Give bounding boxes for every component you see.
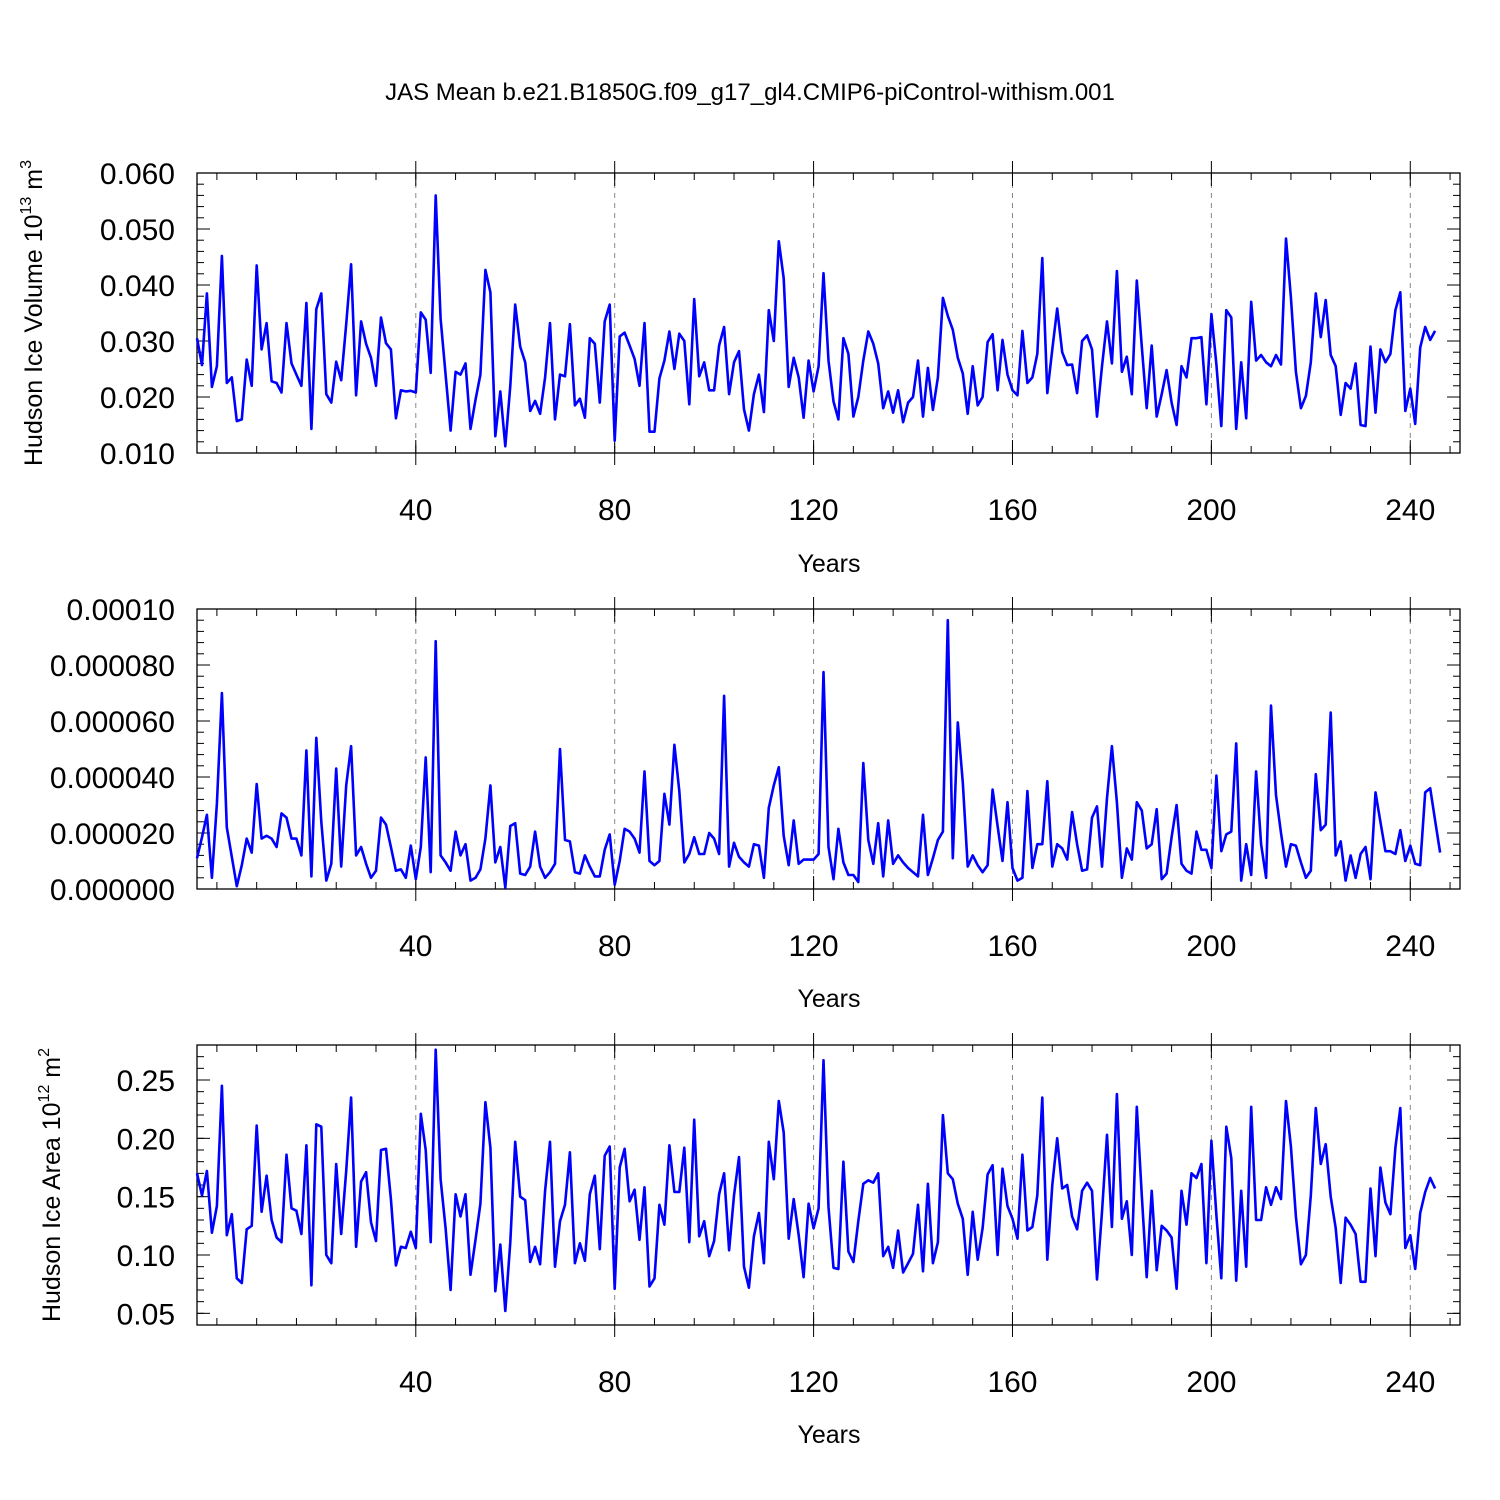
tick-marks (197, 1033, 1460, 1337)
x-tick-label: 240 (1385, 494, 1435, 527)
data-series (195, 618, 1442, 889)
x-tick-labels: 40 80 120 160 200 240 (399, 930, 1435, 963)
x-tick-label: 80 (598, 930, 631, 963)
y-axis-label-unit-exponent: 2 (36, 1048, 53, 1057)
y-tick-label: 0.020 (100, 382, 175, 415)
x-tick-labels: 40 80 120 160 200 240 (399, 494, 1435, 527)
y-axis-label-unit-exponent: 3 (18, 160, 35, 169)
x-tick-label: 200 (1186, 930, 1236, 963)
x-tick-label: 160 (987, 930, 1037, 963)
y-tick-label: 0.20 (117, 1123, 175, 1156)
y-tick-label: 0.000040 (50, 762, 175, 795)
plot-frame (196, 172, 1461, 454)
x-tick-label: 120 (789, 494, 839, 527)
y-tick-labels: 0.000000 0.000020 0.000040 0.000060 0.000080… (50, 594, 175, 907)
y-tick-label: 0.25 (117, 1065, 175, 1098)
y-tick-label: 0.000000 (50, 874, 175, 907)
y-tick-label: 0.05 (117, 1298, 175, 1331)
data-series (195, 194, 1437, 448)
y-tick-label: 0.040 (100, 270, 175, 303)
y-tick-label: 0.050 (100, 214, 175, 247)
y-axis-label-unit: m (38, 1057, 66, 1085)
figure-title: JAS Mean b.e21.B1850G.f09_g17_gl4.CMIP6-… (385, 79, 1115, 106)
y-axis-label-unit: m (20, 169, 48, 197)
x-grid (415, 609, 1411, 889)
y-axis-label-exponent: 13 (18, 197, 35, 215)
y-tick-label: 0.000020 (50, 818, 175, 851)
x-grid (415, 1045, 1411, 1325)
x-tick-label: 160 (987, 494, 1037, 527)
y-tick-label: 0.10 (117, 1240, 175, 1273)
x-tick-label: 80 (598, 1366, 631, 1399)
y-axis-label-text: Hudson Ice Area 10 (38, 1102, 66, 1322)
y-tick-label: 0.15 (117, 1182, 175, 1215)
x-tick-label: 240 (1385, 1366, 1435, 1399)
y-tick-label: 0.000060 (50, 706, 175, 739)
x-axis-label: Years (797, 550, 860, 578)
series-line (195, 1048, 1437, 1313)
y-tick-label: 0.010 (100, 438, 175, 471)
y-tick-labels: 0.05 0.10 0.15 0.20 0.25 (117, 1065, 175, 1331)
x-tick-label: 40 (399, 1366, 432, 1399)
panel-ice-area: 0.05 0.10 0.15 0.20 0.25 40 80 120 160 200 240 Hu… (36, 1033, 1461, 1449)
y-axis-label: Hudson Ice Volume 1013 m3 (18, 160, 48, 466)
x-tick-label: 40 (399, 494, 432, 527)
x-tick-label: 160 (987, 1366, 1037, 1399)
x-tick-label: 80 (598, 494, 631, 527)
y-tick-label: 0.030 (100, 326, 175, 359)
y-tick-label: 0.000080 (50, 650, 175, 683)
y-tick-label: 0.00010 (67, 594, 175, 627)
panel-flux: 0.000000 0.000020 0.000040 0.000060 0.000080… (50, 594, 1461, 1013)
series-line (195, 194, 1437, 448)
x-tick-label: 120 (789, 930, 839, 963)
x-grid (415, 173, 1411, 453)
x-tick-label: 200 (1186, 494, 1236, 527)
data-series (195, 1048, 1437, 1313)
y-axis-label-text: Hudson Ice Volume 10 (20, 214, 48, 466)
tick-marks (197, 161, 1460, 465)
y-axis-label: Hudson Ice Area 1012 m2 (36, 1048, 66, 1322)
panel-ice-volume: 0.010 0.020 0.030 0.040 0.050 0.060 40 80 120 16… (18, 158, 1461, 578)
x-tick-label: 200 (1186, 1366, 1236, 1399)
series-line (195, 618, 1442, 889)
x-tick-label: 120 (789, 1366, 839, 1399)
plot-frame (196, 608, 1461, 890)
y-axis-label-exponent: 12 (36, 1085, 53, 1103)
x-tick-label: 40 (399, 930, 432, 963)
x-tick-label: 240 (1385, 930, 1435, 963)
y-tick-labels: 0.010 0.020 0.030 0.040 0.050 0.060 (100, 158, 175, 471)
y-tick-label: 0.060 (100, 158, 175, 191)
x-axis-label: Years (797, 985, 860, 1013)
x-tick-labels: 40 80 120 160 200 240 (399, 1366, 1435, 1399)
x-axis-label: Years (797, 1421, 860, 1449)
